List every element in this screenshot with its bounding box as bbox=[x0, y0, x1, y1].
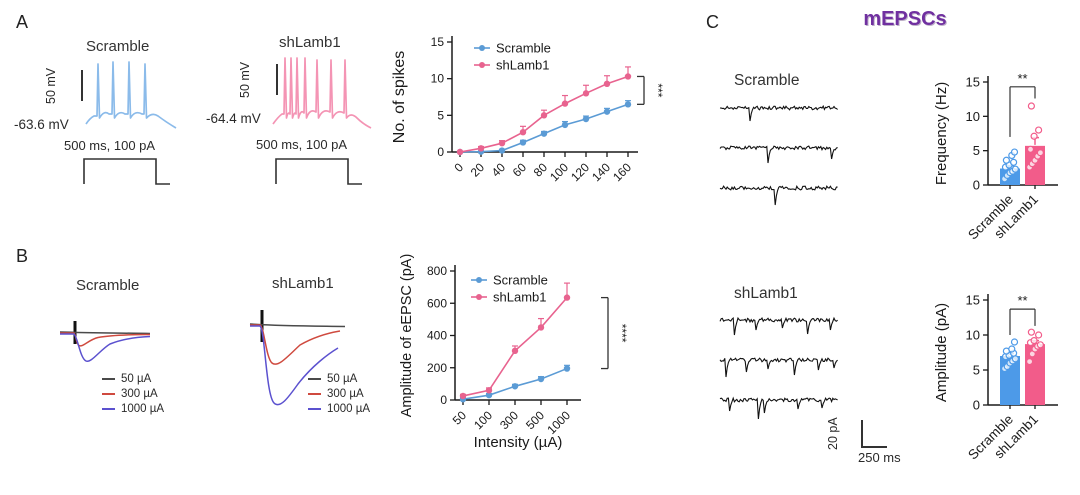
svg-text:60: 60 bbox=[510, 160, 530, 180]
legend-row: 1000 µA bbox=[102, 401, 164, 416]
scramble-eepsc-trace bbox=[59, 321, 151, 362]
panel-a-shlamb1-title: shLamb1 bbox=[279, 34, 341, 51]
trace-300ua-swatch bbox=[102, 392, 115, 395]
panel-a-scramble-vscale-bar bbox=[81, 70, 83, 101]
legend-row: 50 µA bbox=[102, 371, 164, 386]
svg-text:15: 15 bbox=[966, 75, 980, 90]
svg-text:20: 20 bbox=[468, 160, 488, 180]
panel-a-shlamb1-vscale-bar bbox=[276, 64, 278, 95]
svg-text:800: 800 bbox=[427, 264, 447, 278]
svg-text:No. of spikes: No. of spikes bbox=[391, 51, 408, 143]
svg-text:****: **** bbox=[615, 324, 629, 343]
trace-300ua-label: 300 µA bbox=[327, 387, 364, 400]
svg-text:1000: 1000 bbox=[544, 408, 573, 437]
trace-50ua-swatch bbox=[102, 377, 115, 380]
svg-text:80: 80 bbox=[531, 160, 551, 180]
panel-b-shlamb1-title: shLamb1 bbox=[272, 275, 334, 292]
svg-text:Scramble: Scramble bbox=[493, 273, 548, 288]
panel-a-shlamb1-stim-label: 500 ms, 100 pA bbox=[256, 137, 348, 152]
svg-text:5: 5 bbox=[437, 108, 444, 122]
trace-50ua-label: 50 µA bbox=[121, 372, 152, 385]
svg-text:0: 0 bbox=[440, 393, 447, 407]
svg-text:shLamb1: shLamb1 bbox=[496, 58, 549, 73]
shlamb1-mepsc-traces bbox=[719, 316, 838, 420]
scramble-ap-trace bbox=[85, 61, 177, 129]
panel-a-scramble-title: Scramble bbox=[86, 38, 150, 55]
panel-a-shlamb1-rmp: -64.4 mV bbox=[206, 111, 261, 126]
svg-text:10: 10 bbox=[431, 72, 445, 86]
mepsc-hscale-bar bbox=[861, 446, 887, 448]
panel-b-label: B bbox=[16, 246, 29, 266]
legend-row: 300 µA bbox=[102, 386, 164, 401]
svg-text:5: 5 bbox=[973, 143, 980, 158]
svg-text:50: 50 bbox=[450, 408, 470, 428]
shlamb1-eepsc-legend: 50 µA 300 µA 1000 µA bbox=[308, 371, 370, 416]
panel-c-label: C bbox=[706, 12, 719, 32]
svg-text:0: 0 bbox=[451, 160, 466, 175]
svg-text:Amplitude of eEPSC (pA): Amplitude of eEPSC (pA) bbox=[399, 254, 415, 418]
trace-50ua-swatch bbox=[308, 377, 321, 380]
svg-text:shLamb1: shLamb1 bbox=[493, 290, 546, 305]
svg-text:Scramble: Scramble bbox=[496, 41, 551, 56]
svg-text:10: 10 bbox=[966, 109, 980, 124]
panel-c-scramble-title: Scramble bbox=[734, 72, 800, 89]
svg-text:0: 0 bbox=[437, 145, 444, 159]
scramble-eepsc-legend: 50 µA 300 µA 1000 µA bbox=[102, 371, 164, 416]
trace-300ua-swatch bbox=[308, 392, 321, 395]
panel-a-label: A bbox=[16, 12, 29, 32]
svg-text:120: 120 bbox=[568, 160, 592, 184]
svg-text:200: 200 bbox=[427, 361, 447, 375]
trace-1000ua-label: 1000 µA bbox=[121, 402, 165, 415]
svg-text:100: 100 bbox=[547, 160, 571, 184]
legend-row: 1000 µA bbox=[308, 401, 370, 416]
trace-300ua-label: 300 µA bbox=[121, 387, 158, 400]
shlamb1-stim-pulse bbox=[275, 158, 362, 185]
svg-text:5: 5 bbox=[973, 363, 980, 378]
svg-text:300: 300 bbox=[497, 408, 521, 432]
svg-text:0: 0 bbox=[973, 178, 980, 193]
panel-c-title: mEPSCs bbox=[863, 8, 947, 30]
svg-text:100: 100 bbox=[471, 408, 495, 432]
scramble-stim-pulse bbox=[83, 158, 170, 185]
shlamb1-eepsc-trace bbox=[249, 310, 346, 406]
legend-row: 50 µA bbox=[308, 371, 370, 386]
svg-text:Intensity (µA): Intensity (µA) bbox=[474, 434, 563, 451]
mepsc-hscale-label: 250 ms bbox=[858, 450, 901, 465]
panel-c-shlamb1-title: shLamb1 bbox=[734, 285, 798, 302]
trace-50ua-label: 50 µA bbox=[327, 372, 358, 385]
scramble-mepsc-traces bbox=[719, 104, 838, 206]
trace-1000ua-swatch bbox=[102, 407, 115, 410]
svg-text:***: *** bbox=[651, 83, 665, 97]
svg-text:15: 15 bbox=[431, 35, 445, 49]
panel-a-scramble-rmp: -63.6 mV bbox=[14, 117, 69, 132]
svg-text:0: 0 bbox=[973, 398, 980, 413]
svg-text:**: ** bbox=[1017, 293, 1027, 308]
svg-text:160: 160 bbox=[610, 160, 634, 184]
panel-a-scramble-stim-label: 500 ms, 100 pA bbox=[64, 138, 156, 153]
panel-b-scramble-title: Scramble bbox=[76, 277, 140, 294]
svg-text:600: 600 bbox=[427, 296, 447, 310]
svg-text:500: 500 bbox=[523, 408, 547, 432]
svg-text:10: 10 bbox=[966, 328, 980, 343]
svg-text:40: 40 bbox=[489, 160, 509, 180]
legend-row: 300 µA bbox=[308, 386, 370, 401]
svg-text:15: 15 bbox=[966, 293, 980, 308]
shlamb1-ap-trace bbox=[272, 57, 372, 129]
svg-text:400: 400 bbox=[427, 329, 447, 343]
svg-text:**: ** bbox=[1017, 71, 1027, 86]
svg-text:Frequency (Hz): Frequency (Hz) bbox=[933, 82, 950, 185]
mepsc-vscale-bar bbox=[861, 420, 863, 448]
mepsc-vscale-label: 20 pA bbox=[826, 417, 840, 450]
trace-1000ua-label: 1000 µA bbox=[327, 402, 371, 415]
trace-1000ua-swatch bbox=[308, 407, 321, 410]
svg-text:140: 140 bbox=[589, 160, 613, 184]
svg-text:Amplitude (pA): Amplitude (pA) bbox=[933, 303, 950, 402]
